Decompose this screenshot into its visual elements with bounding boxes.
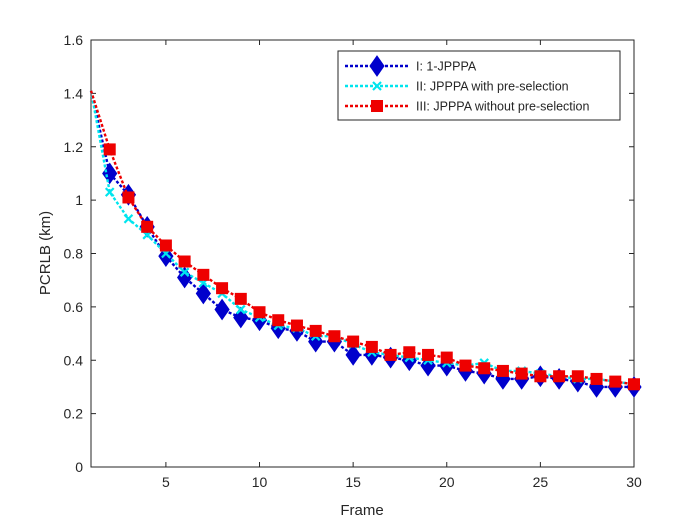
y-tick-label: 1.2 bbox=[64, 139, 84, 155]
y-tick-label: 1.6 bbox=[64, 32, 84, 48]
x-tick-label: 30 bbox=[626, 474, 642, 490]
legend-label: I: 1-JPPPA bbox=[416, 60, 477, 74]
legend-entry-3: III: JPPPA without pre-selection bbox=[345, 100, 590, 114]
data-point bbox=[553, 370, 566, 383]
y-tick-label: 1 bbox=[75, 192, 83, 208]
x-tick-label: 15 bbox=[345, 474, 361, 490]
data-point bbox=[104, 187, 115, 197]
y-tick-label: 0.8 bbox=[64, 246, 84, 262]
data-point bbox=[365, 340, 378, 353]
data-point bbox=[195, 282, 211, 305]
data-point bbox=[122, 191, 135, 204]
legend-label: II: JPPPA with pre-selection bbox=[416, 80, 569, 94]
series-3 bbox=[89, 90, 640, 391]
data-point bbox=[609, 375, 622, 388]
y-axis-ticks: 0 0.2 0.4 0.6 0.8 1 1.2 1.4 1.6 bbox=[64, 32, 634, 475]
y-axis-label: PCRLB (km) bbox=[37, 211, 54, 295]
data-point bbox=[178, 255, 191, 268]
legend-label: III: JPPPA without pre-selection bbox=[416, 100, 590, 114]
data-point bbox=[478, 362, 491, 375]
x-tick-label: 20 bbox=[439, 474, 455, 490]
data-point bbox=[236, 304, 246, 315]
data-point bbox=[159, 239, 172, 252]
x-tick-label: 10 bbox=[252, 474, 268, 490]
data-point bbox=[158, 245, 174, 268]
data-point bbox=[234, 292, 247, 305]
data-point bbox=[590, 372, 603, 385]
data-point bbox=[214, 298, 230, 321]
y-tick-label: 0.4 bbox=[64, 352, 84, 368]
data-point bbox=[123, 214, 134, 224]
legend-entry-1: I: 1-JPPPA bbox=[345, 55, 477, 77]
data-point bbox=[290, 319, 303, 332]
data-point bbox=[253, 306, 266, 319]
data-point bbox=[272, 314, 285, 327]
data-point bbox=[216, 282, 229, 295]
data-point bbox=[571, 370, 584, 383]
legend-marker bbox=[369, 55, 385, 77]
series-line bbox=[89, 90, 635, 386]
x-axis-label: Frame bbox=[340, 502, 383, 519]
data-point bbox=[179, 267, 190, 277]
data-point bbox=[384, 348, 397, 361]
data-point bbox=[496, 364, 509, 377]
data-point bbox=[534, 370, 547, 383]
data-point bbox=[440, 351, 453, 364]
y-tick-label: 0 bbox=[75, 459, 83, 475]
data-point bbox=[403, 346, 416, 359]
x-tick-label: 5 bbox=[162, 474, 170, 490]
data-point bbox=[328, 330, 341, 343]
data-point bbox=[309, 324, 322, 337]
x-axis-ticks: 5 10 15 20 25 30 bbox=[162, 40, 642, 490]
data-point bbox=[177, 266, 193, 289]
legend-entry-2: II: JPPPA with pre-selection bbox=[345, 80, 569, 94]
data-point bbox=[628, 378, 640, 391]
data-point bbox=[347, 335, 360, 348]
legend-marker bbox=[372, 81, 382, 91]
data-point bbox=[422, 348, 435, 361]
y-tick-label: 0.2 bbox=[64, 406, 84, 422]
y-tick-label: 0.6 bbox=[64, 299, 84, 315]
data-point bbox=[141, 220, 154, 233]
legend-marker bbox=[371, 100, 383, 112]
series-layer bbox=[89, 90, 642, 398]
data-point bbox=[459, 359, 472, 372]
data-point bbox=[515, 367, 528, 380]
x-tick-label: 25 bbox=[533, 474, 549, 490]
data-point bbox=[197, 268, 210, 281]
y-tick-label: 1.4 bbox=[64, 85, 84, 101]
data-point bbox=[345, 344, 361, 366]
legend: I: 1-JPPPA II: JPPPA with pre-selection II… bbox=[337, 50, 621, 121]
data-point bbox=[103, 143, 116, 156]
